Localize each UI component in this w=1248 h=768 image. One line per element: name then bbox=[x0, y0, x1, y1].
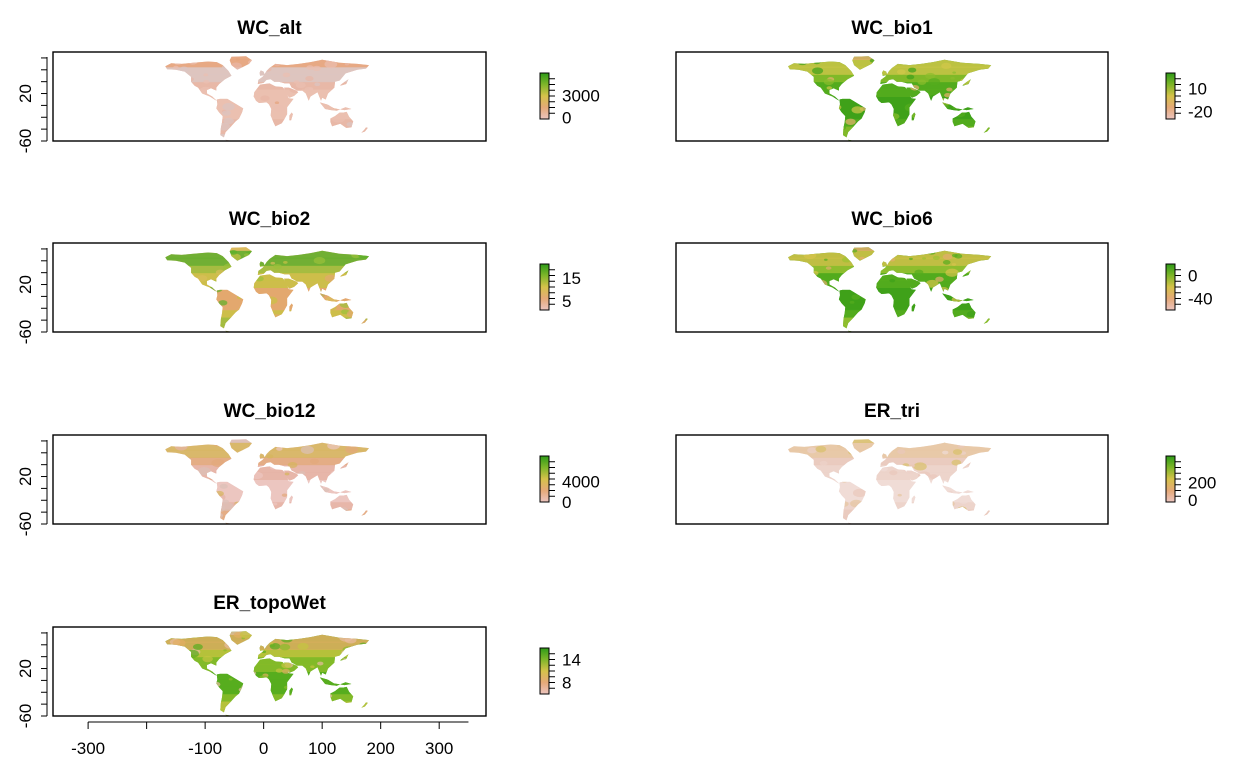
land-raster bbox=[788, 247, 992, 333]
legend-tick-label: 4000 bbox=[562, 473, 600, 492]
x-tick-label: 100 bbox=[308, 739, 336, 758]
land-raster bbox=[788, 439, 992, 525]
panel-title: WC_bio6 bbox=[851, 209, 932, 230]
legend-tick-label: 10 bbox=[1188, 79, 1207, 98]
legend-tick-label: 5 bbox=[562, 292, 571, 311]
legend-colorbar: 10-20 bbox=[1165, 72, 1213, 121]
legend-colorbar: 155 bbox=[539, 263, 581, 311]
panel-title: WC_alt bbox=[237, 18, 302, 39]
y-tick-label: -60 bbox=[16, 129, 35, 154]
plot-frame bbox=[675, 51, 1109, 142]
panel-title: ER_tri bbox=[864, 401, 920, 422]
panel-title: WC_bio2 bbox=[229, 209, 310, 230]
land-raster bbox=[165, 56, 369, 142]
x-tick-label: -100 bbox=[188, 739, 222, 758]
y-tick-label: 20 bbox=[16, 467, 35, 486]
legend-colorbar: 3000 0 bbox=[539, 72, 600, 128]
x-tick-label: -300 bbox=[71, 739, 105, 758]
legend-colorbar: 0-40 bbox=[1165, 263, 1213, 311]
legend-tick-label: 0 bbox=[562, 109, 571, 128]
legend-tick-label: 0 bbox=[1188, 491, 1197, 510]
plot-frame bbox=[52, 51, 487, 142]
panel-title: WC_bio12 bbox=[224, 401, 316, 422]
legend-tick-label: 200 bbox=[1188, 474, 1216, 493]
plot-frame bbox=[52, 626, 487, 717]
land-raster bbox=[165, 247, 369, 333]
land-raster bbox=[165, 631, 369, 717]
y-tick-label: -60 bbox=[16, 512, 35, 537]
legend-tick-label: 0 bbox=[1188, 267, 1197, 286]
y-tick-label: 20 bbox=[16, 659, 35, 678]
land-raster bbox=[788, 56, 992, 142]
legend-tick-label: 8 bbox=[562, 674, 571, 693]
legend-tick-label: 14 bbox=[562, 651, 581, 670]
x-tick-label: 200 bbox=[366, 739, 394, 758]
y-tick-label: -60 bbox=[16, 704, 35, 729]
plot-frame bbox=[52, 242, 487, 333]
legend-tick-label: 15 bbox=[562, 269, 581, 288]
y-tick-label: 20 bbox=[16, 275, 35, 294]
y-tick-label: -60 bbox=[16, 320, 35, 345]
plot-frame bbox=[675, 434, 1109, 525]
legend-tick-label: -40 bbox=[1188, 290, 1213, 309]
x-tick-label: 300 bbox=[425, 739, 453, 758]
plot-frame bbox=[675, 242, 1109, 333]
legend-colorbar: 148 bbox=[539, 647, 581, 695]
legend-tick-label: -20 bbox=[1188, 102, 1213, 121]
legend-tick-label: 0 bbox=[562, 493, 571, 512]
y-tick-label: 20 bbox=[16, 84, 35, 103]
panel-WC_alt: WC_alt 20 -60 3000 0 bbox=[16, 18, 600, 153]
panel-title: ER_topoWet bbox=[213, 593, 326, 614]
plot-frame bbox=[52, 434, 487, 525]
land-raster bbox=[165, 439, 369, 525]
panel-title: WC_bio1 bbox=[851, 18, 933, 39]
x-tick-label: 0 bbox=[259, 739, 268, 758]
legend-tick-label: 3000 bbox=[562, 86, 600, 105]
